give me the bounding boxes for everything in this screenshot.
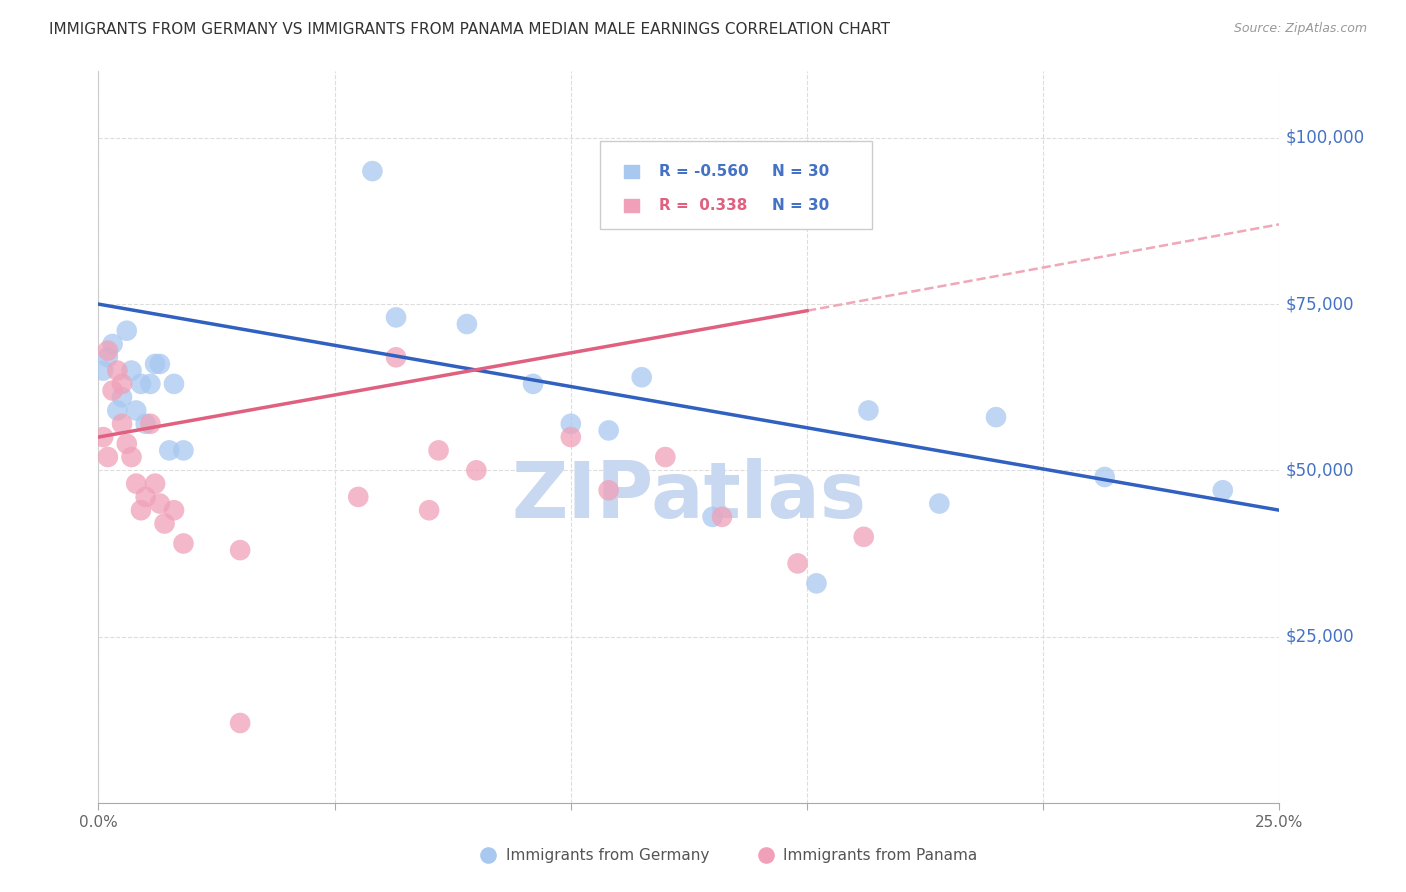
Point [139,417,162,431]
Point [654,450,676,464]
Point [135,417,157,431]
Text: Source: ZipAtlas.com: Source: ZipAtlas.com [1233,22,1367,36]
Point [157,443,180,458]
Point [1212,483,1234,498]
Point [115,436,138,450]
Point [149,497,172,511]
Point [101,384,124,398]
Point [361,164,384,178]
Point [105,363,128,377]
Point [97,450,120,464]
Text: $75,000: $75,000 [1285,295,1354,313]
Point [456,317,478,331]
Point [522,376,544,391]
Point [928,497,950,511]
Bar [624,199,638,211]
Point [172,536,194,550]
Text: R =  0.338: R = 0.338 [659,198,748,212]
Text: N = 30: N = 30 [772,164,830,179]
Point [125,403,148,417]
Point [135,490,157,504]
Point [101,337,124,351]
Point [143,476,166,491]
Point [91,430,114,444]
Point [984,410,1007,425]
Point [97,343,120,358]
Point [347,490,370,504]
Point [229,716,252,731]
FancyBboxPatch shape [600,141,872,228]
Point [711,509,734,524]
Point [125,476,148,491]
Text: Immigrants from Germany: Immigrants from Germany [506,848,709,863]
Point [163,376,186,391]
Point [385,351,408,365]
Point [786,557,808,571]
Point [139,376,162,391]
Point [149,357,172,371]
Text: ZIPatlas: ZIPatlas [512,458,866,533]
Point [97,351,120,365]
Point [129,503,152,517]
Point [111,376,134,391]
Point [121,363,143,377]
Point [172,443,194,458]
Point [806,576,828,591]
Point [598,483,620,498]
Text: $50,000: $50,000 [1285,461,1354,479]
Point [163,503,186,517]
Point [630,370,652,384]
Text: $25,000: $25,000 [1285,628,1354,646]
Point [560,417,582,431]
Point [91,363,114,377]
Text: $100,000: $100,000 [1285,128,1364,147]
Point [115,324,138,338]
Bar [624,165,638,178]
Point [121,450,143,464]
Point [129,376,152,391]
Point [111,390,134,404]
Point [858,403,880,417]
Point [427,443,450,458]
Text: Immigrants from Panama: Immigrants from Panama [783,848,977,863]
Point [385,310,408,325]
Text: IMMIGRANTS FROM GERMANY VS IMMIGRANTS FROM PANAMA MEDIAN MALE EARNINGS CORRELATI: IMMIGRANTS FROM GERMANY VS IMMIGRANTS FR… [49,22,890,37]
Point [229,543,252,558]
Point [111,417,134,431]
Text: R = -0.560: R = -0.560 [659,164,749,179]
Point [598,424,620,438]
Point [465,463,488,477]
Point [560,430,582,444]
Point [702,509,724,524]
Text: N = 30: N = 30 [772,198,830,212]
Point [852,530,875,544]
Point [153,516,176,531]
Point [1094,470,1116,484]
Point [418,503,440,517]
Point [105,403,128,417]
Point [143,357,166,371]
